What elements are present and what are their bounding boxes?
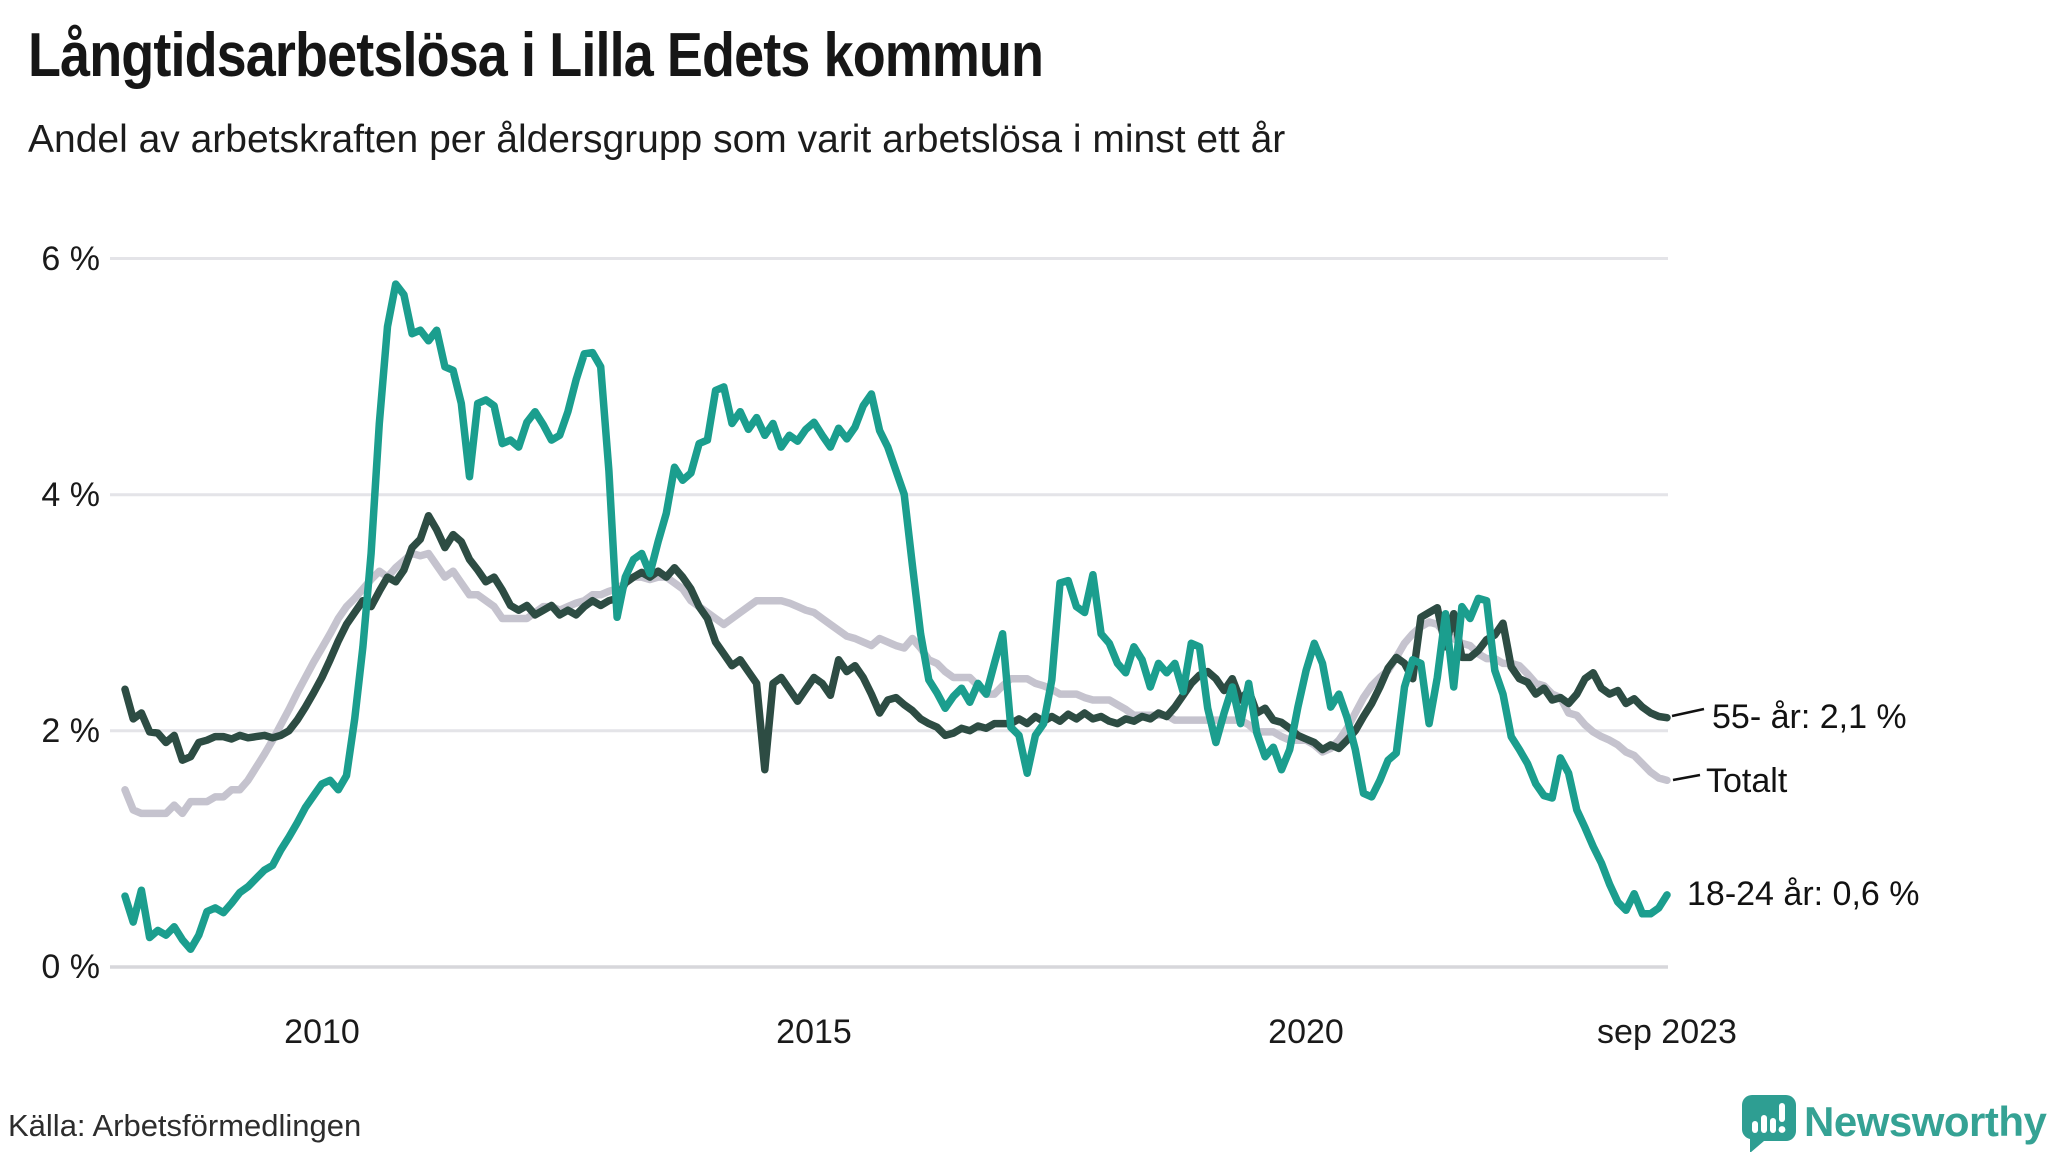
y-tick-4: 4 % [41, 476, 100, 514]
bar-1 [1752, 1121, 1758, 1133]
x-tick-2015: 2015 [776, 1013, 852, 1051]
leader-line-older [1671, 707, 1705, 718]
chart-subtitle: Andel av arbetskraften per åldersgrupp s… [28, 118, 1286, 161]
newsworthy-speech-bubble-icon [1742, 1095, 1796, 1152]
series-label-older: 55- år: 2,1 % [1712, 698, 1907, 736]
source-note: Källa: Arbetsförmedlingen [8, 1108, 362, 1143]
page-title: Långtidsarbetslösa i Lilla Edets kommun [28, 21, 1044, 90]
exclamation-dot [1778, 1126, 1786, 1133]
series-label-youth: 18-24 år: 0,6 % [1687, 875, 1920, 913]
bar-2 [1761, 1115, 1767, 1133]
y-tick-6: 6 % [41, 240, 100, 278]
x-tick-2020: 2020 [1268, 1013, 1344, 1051]
newsworthy-wordmark: Newsworthy [1804, 1098, 2047, 1145]
series-label-total: Totalt [1706, 762, 1788, 800]
newsworthy-logo: Newsworthy [1742, 1094, 2047, 1152]
leader-line-total [1672, 773, 1701, 782]
series-layer [121, 280, 1671, 954]
bar-3 [1770, 1118, 1776, 1133]
speech-bubble-shape [1742, 1095, 1796, 1152]
y-tick-0: 0 % [41, 948, 100, 986]
series-line-total [121, 549, 1671, 818]
x-tick-2010: 2010 [284, 1013, 360, 1051]
y-tick-2: 2 % [41, 712, 100, 750]
x-tick-sep2023: sep 2023 [1597, 1013, 1737, 1051]
series-line-youth [121, 280, 1671, 954]
exclamation-bar [1779, 1103, 1785, 1122]
